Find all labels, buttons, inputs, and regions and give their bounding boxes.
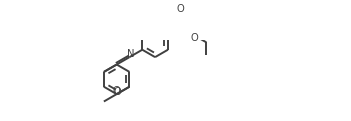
Text: N: N [127, 49, 134, 59]
Text: O: O [190, 33, 198, 43]
Text: O: O [113, 86, 120, 96]
Text: O: O [177, 4, 185, 14]
Text: O: O [113, 87, 121, 97]
